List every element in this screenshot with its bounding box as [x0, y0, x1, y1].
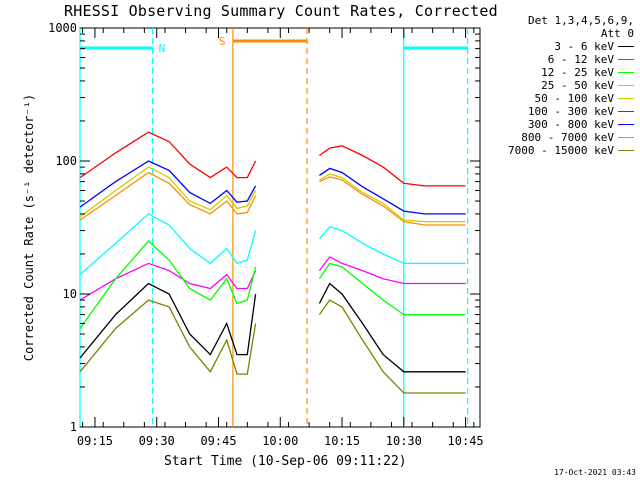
series-line: [79, 171, 257, 221]
chart-title: RHESSI Observing Summary Count Rates, Co…: [64, 2, 498, 20]
series-line: [79, 240, 257, 329]
series-line: [318, 299, 466, 394]
legend-header-line1: Det 1,3,4,5,6,9,: [528, 14, 634, 27]
legend-item-label: 800 - 7000 keV: [521, 131, 614, 144]
plot-frame: [79, 27, 481, 428]
y-tick-label: 1000: [48, 21, 77, 35]
legend-item-label: 300 - 800 keV: [527, 118, 614, 131]
legend-item: 800 - 7000 keV: [484, 131, 634, 144]
series-line: [319, 145, 466, 187]
series-line: [79, 131, 257, 179]
legend-swatch: [618, 124, 634, 125]
y-tick-label: 1: [70, 420, 77, 434]
legend-item-label: 25 - 50 keV: [541, 79, 614, 92]
series-line: [319, 173, 466, 223]
legend-item: 100 - 300 keV: [484, 105, 634, 118]
series-line: [79, 299, 257, 375]
axes-box: [79, 27, 481, 428]
legend-item: 25 - 50 keV: [484, 79, 634, 92]
series-line: [318, 256, 466, 285]
series-line: [318, 226, 466, 265]
series-line: [319, 176, 466, 226]
legend-swatch: [618, 59, 634, 60]
legend-item-label: 6 - 12 keV: [547, 53, 614, 66]
legend-item: 50 - 100 keV: [484, 92, 634, 105]
series-line: [79, 166, 257, 218]
legend-swatch: [618, 137, 634, 138]
legend-swatch: [618, 72, 634, 73]
legend-header-line2: Att 0: [600, 27, 634, 40]
interval-label-s: S: [219, 35, 226, 48]
legend-item: 3 - 6 keV: [484, 40, 634, 53]
series-lines: [79, 131, 466, 394]
legend: Det 1,3,4,5,6,9, Att 0 3 - 6 keV 6 - 12 k…: [484, 14, 634, 157]
interval-bars: NS: [80, 35, 468, 55]
y-tick-label: 100: [55, 154, 77, 168]
legend-item-label: 12 - 25 keV: [541, 66, 614, 79]
legend-swatch: [618, 150, 634, 151]
legend-item-label: 3 - 6 keV: [554, 40, 614, 53]
series-line: [79, 262, 257, 301]
legend-item: 12 - 25 keV: [484, 66, 634, 79]
legend-swatch: [618, 46, 634, 47]
series-line: [318, 262, 466, 316]
x-tick-label: 09:15: [77, 434, 113, 448]
legend-item-label: 7000 - 15000 keV: [508, 144, 614, 157]
y-axis-label: Corrected Count Rate (s⁻¹ detector⁻¹): [22, 94, 36, 361]
series-line: [79, 160, 257, 208]
legend-swatch: [618, 111, 634, 112]
x-tick-label: 10:30: [386, 434, 422, 448]
x-tick-label: 10:15: [324, 434, 360, 448]
series-line: [79, 213, 257, 276]
date-stamp: 17-Oct-2021 03:43: [554, 468, 636, 477]
legend-item: 300 - 800 keV: [484, 118, 634, 131]
axis-ticks: 1 10 100 1000 Corrected Count Rate (s⁻¹ dete…: [22, 21, 484, 448]
x-tick-label: 09:45: [200, 434, 236, 448]
series-line: [318, 282, 466, 373]
x-axis-label: Start Time (10-Sep-06 09:11:22): [164, 454, 407, 469]
legend-swatch: [618, 85, 634, 86]
interval-label-n: N: [159, 42, 166, 55]
x-tick-label: 10:45: [448, 434, 484, 448]
legend-item-label: 50 - 100 keV: [534, 92, 614, 105]
legend-item-label: 100 - 300 keV: [527, 105, 614, 118]
legend-swatch: [618, 98, 634, 99]
legend-item: 6 - 12 keV: [484, 53, 634, 66]
legend-item: 7000 - 15000 keV: [484, 144, 634, 157]
series-line: [79, 282, 257, 359]
y-tick-label: 10: [63, 287, 77, 301]
x-tick-label: 09:30: [139, 434, 175, 448]
event-lines: [79, 28, 469, 427]
series-line: [319, 167, 466, 215]
x-tick-label: 10:00: [262, 434, 298, 448]
